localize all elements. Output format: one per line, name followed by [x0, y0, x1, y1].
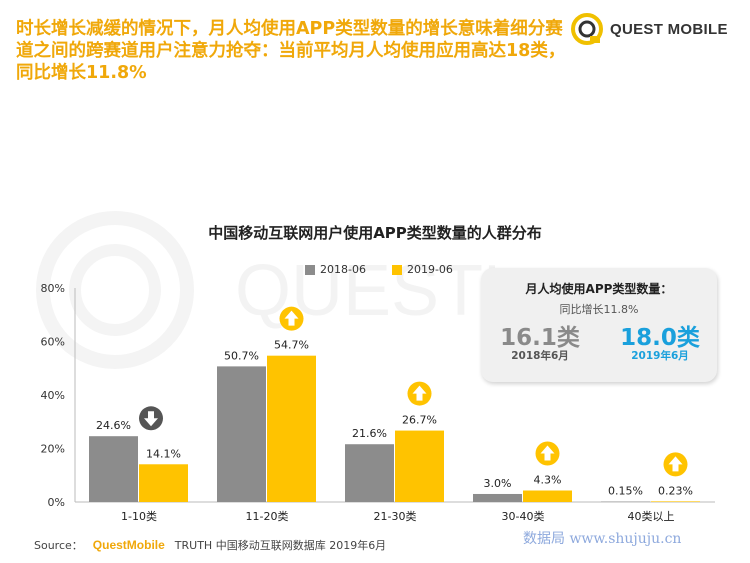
data-label: 0.23%: [658, 484, 693, 497]
bar-2019-06: [395, 430, 444, 502]
source-line: Source： QuestMobile TRUTH 中国移动互联网数据库 201…: [34, 537, 386, 553]
callout-date-2018: 2018年6月: [511, 350, 569, 362]
data-label: 54.7%: [274, 339, 309, 352]
data-label: 26.7%: [402, 414, 437, 427]
summary-callout: 月人均使用APP类型数量： 同比增长11.8% 16.1类 2018年6月 18…: [481, 268, 717, 382]
data-label: 4.3%: [534, 473, 562, 486]
x-tick-label: 40类以上: [628, 509, 675, 523]
arrow-up-icon: [668, 456, 683, 472]
callout-value-2019: 18.0类: [620, 325, 700, 351]
callout-title: 月人均使用APP类型数量：: [525, 282, 673, 296]
bar-2018-06: [345, 444, 394, 502]
y-tick-label: 60%: [41, 336, 65, 349]
data-label: 3.0%: [484, 477, 512, 490]
legend-swatch-2019: [391, 264, 402, 275]
data-label: 50.7%: [224, 349, 259, 362]
arrow-up-icon: [284, 310, 299, 326]
y-tick-label: 80%: [41, 282, 65, 295]
questmobile-logo-icon: [571, 13, 603, 45]
y-tick-label: 20%: [41, 443, 65, 456]
x-tick-label: 21-30类: [374, 509, 417, 523]
questmobile-logo: QUEST MOBILE: [570, 12, 728, 46]
source-text: TRUTH 中国移动互联网数据库 2019年6月: [174, 539, 387, 552]
x-tick-label: 30-40类: [502, 509, 545, 523]
legend-item-2018: 2018-06: [305, 263, 366, 276]
legend-swatch-2018: [305, 264, 315, 275]
bar-2018-06: [217, 366, 266, 502]
logo-text: QUEST MOBILE: [610, 20, 728, 38]
callout-value-2018: 16.1类: [500, 325, 580, 351]
bar-2019-06: [267, 355, 316, 502]
data-label: 21.6%: [352, 427, 387, 440]
bar-2019-06: [651, 501, 700, 502]
y-tick-label: 0%: [48, 496, 65, 509]
bar-2019-06: [523, 490, 572, 502]
bar-2018-06: [473, 493, 522, 502]
callout-subtitle: 同比增长11.8%: [559, 303, 639, 316]
source-label: Source：: [34, 539, 83, 552]
legend: 2018-06 2019-06: [305, 263, 453, 276]
x-tick-label: 11-20类: [246, 509, 289, 523]
legend-label-2018: 2018-06: [320, 263, 366, 276]
chart-title: 中国移动互联网用户使用APP类型数量的人群分布: [208, 224, 542, 242]
headline: 时长增长减缓的情况下，月人均使用APP类型数量的增长意味着细分赛道之间的跨赛道用…: [16, 19, 566, 83]
arrow-up-icon: [412, 385, 427, 401]
x-tick-label: 1-10类: [121, 509, 157, 523]
arrow-up-icon: [540, 445, 555, 461]
callout-date-2019: 2019年6月: [631, 350, 689, 362]
bar-2018-06: [89, 436, 138, 502]
site-watermark: 数据局 www.shujuju.cn: [523, 531, 682, 547]
bar-2019-06: [139, 464, 188, 502]
data-label: 14.1%: [146, 447, 181, 460]
y-tick-label: 40%: [41, 389, 65, 402]
legend-item-2019: 2019-06: [391, 263, 453, 276]
data-label: 24.6%: [96, 419, 131, 432]
arrow-down-icon: [144, 411, 158, 427]
data-label: 0.15%: [608, 485, 643, 498]
legend-label-2019: 2019-06: [406, 263, 453, 276]
source-brand: QuestMobile: [92, 538, 165, 552]
